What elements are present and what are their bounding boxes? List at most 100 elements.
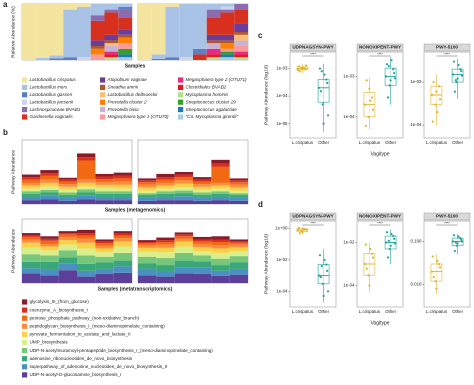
bar-segment [229, 247, 248, 251]
x-tick-label: L.crispatus [426, 140, 448, 145]
bar-segment [40, 236, 59, 239]
bar-segment [104, 57, 119, 60]
bar-segment [58, 181, 77, 185]
point [322, 294, 325, 298]
bar-segment [58, 257, 77, 264]
legend-swatch [178, 99, 184, 105]
bar-segment [229, 256, 248, 263]
bar-segment [58, 184, 77, 187]
bar-segment [211, 258, 230, 266]
bar-segment [156, 196, 175, 201]
bar-segment [211, 265, 230, 271]
bar-segment [193, 267, 212, 275]
point [300, 66, 303, 69]
bar-segment [229, 180, 248, 183]
bar-segment [138, 247, 157, 252]
box [317, 79, 330, 103]
legend-label: pyruvate_fermentation_to_acetate_and_lac… [30, 332, 131, 337]
legend-swatch [100, 114, 106, 120]
legend-swatch [22, 339, 28, 346]
bar-segment [229, 197, 248, 201]
bar-segment [193, 186, 212, 190]
bar-segment [113, 246, 132, 253]
bar-segment [95, 188, 114, 192]
bar-segment [220, 6, 235, 10]
bar-segment [40, 175, 59, 180]
point [371, 96, 374, 99]
significance-label: **** [377, 52, 383, 56]
legend-label: Megasphaera type 1 (OTU70) [108, 114, 169, 119]
bar-segment [229, 244, 248, 248]
legend-swatch [22, 114, 28, 120]
facet-strip [289, 43, 337, 52]
legend-label: UMP_biosynthesis [30, 340, 69, 345]
bar-segment [104, 54, 119, 58]
bar-segment [22, 242, 41, 248]
bar-segment [138, 256, 157, 264]
bar-segment [229, 239, 248, 242]
bar-segment [95, 191, 114, 194]
bar-segment [220, 57, 235, 60]
bar-segment [104, 46, 119, 52]
bar-segment [104, 12, 119, 35]
point [392, 234, 395, 238]
bar-segment [165, 6, 180, 58]
bar-segment [193, 192, 212, 196]
bar-segment [113, 231, 132, 234]
bar-segment [58, 189, 77, 193]
bar-segment [156, 276, 175, 283]
facet-strip [356, 43, 404, 52]
point [304, 228, 308, 231]
bar-segment [58, 231, 77, 234]
bar-segment [234, 23, 248, 32]
bar-segment [206, 9, 221, 18]
bar-segment [138, 242, 157, 244]
bar-segment [220, 12, 235, 35]
facet-title: UDPNAGSYN-PWY [292, 214, 333, 219]
bar-segment [95, 184, 114, 188]
x-tick-label: L.crispatus [359, 140, 381, 145]
bar-segment [211, 182, 230, 186]
point [369, 99, 372, 102]
bar-segment [95, 274, 114, 283]
legend-label: Lactobacillus gasseri [30, 92, 74, 97]
bar-segment [58, 179, 77, 182]
bar-segment [211, 242, 230, 246]
bar-segment [179, 57, 193, 60]
bar-segment [193, 255, 212, 262]
point [387, 239, 390, 242]
y-tick-label: 0.100 [411, 239, 423, 244]
bar-segment [156, 244, 175, 248]
bar-segment [77, 233, 96, 236]
bar-segment [58, 197, 77, 201]
bar-segment [22, 233, 41, 235]
bar-segment [90, 4, 105, 16]
point [457, 63, 460, 67]
legend-swatch [22, 92, 28, 98]
panel-letter: b [3, 128, 8, 137]
bar-segment [40, 255, 59, 262]
bar-segment [113, 184, 132, 189]
legend-swatch [178, 92, 184, 98]
legend-label: superpathway_of_adenosine_nucleotides_de… [30, 364, 168, 369]
bar-segment [35, 57, 50, 60]
point [298, 70, 301, 73]
bar-segment [22, 179, 41, 183]
bar-segment [104, 4, 119, 10]
point [302, 227, 305, 230]
point [298, 232, 301, 235]
bar-segment [229, 251, 248, 257]
point [371, 252, 374, 255]
panel-letter: a [3, 0, 8, 9]
y-tick-label: 1e-04 [276, 93, 288, 98]
point [455, 244, 458, 247]
bar-segment [113, 252, 132, 261]
point [325, 263, 328, 266]
point [393, 77, 397, 80]
point [430, 270, 434, 273]
point [430, 93, 434, 97]
bar-segment [211, 196, 230, 201]
legend-label: Gardnerella vaginalis [30, 114, 74, 119]
bar-segment [113, 200, 132, 204]
